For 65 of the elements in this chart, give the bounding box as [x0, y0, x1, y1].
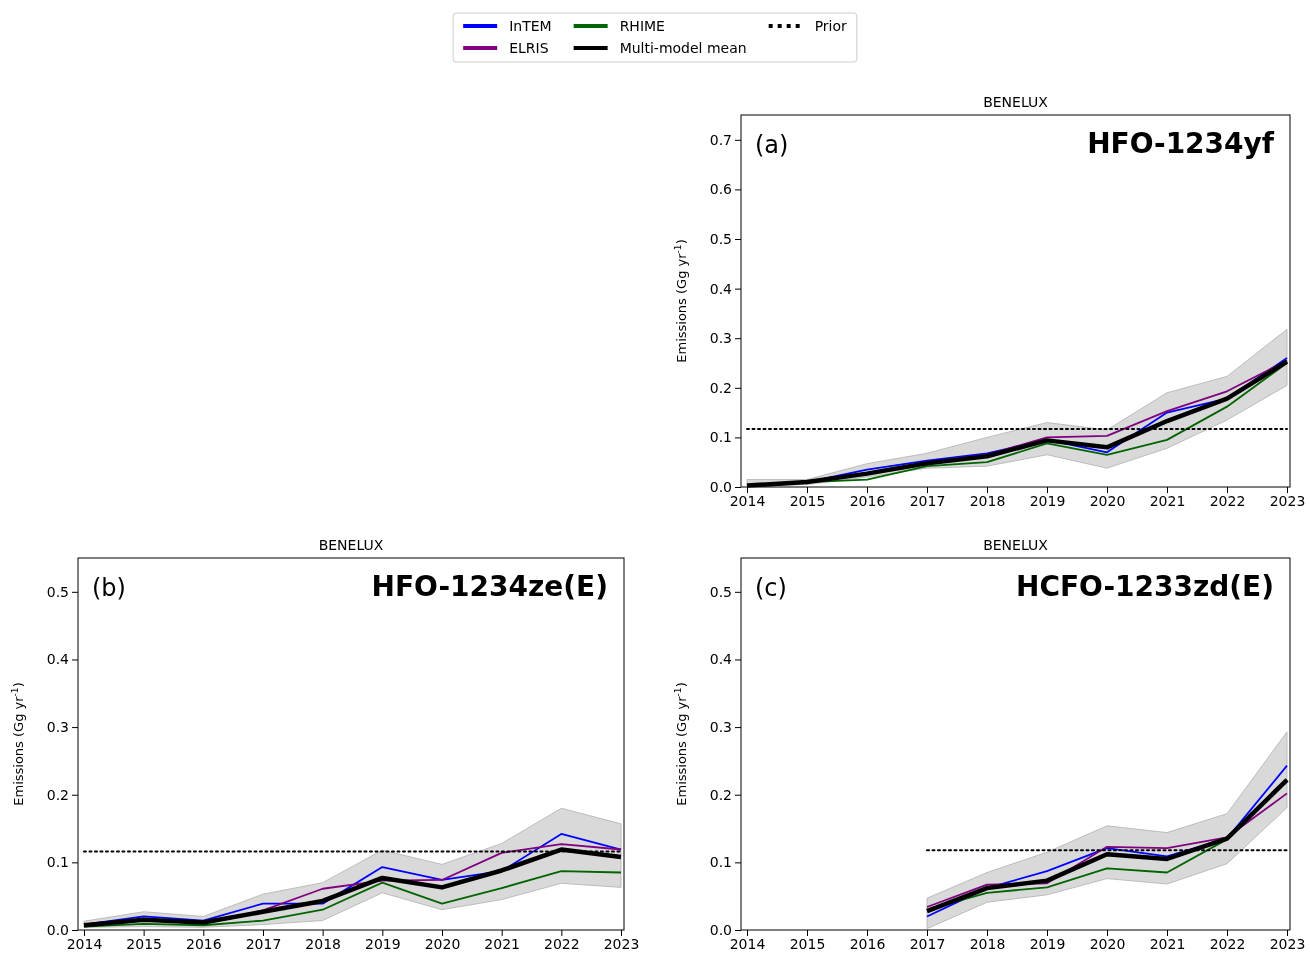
- x-tick-label: 2015: [789, 935, 826, 952]
- y-tick-label: 0.4: [46, 651, 70, 668]
- y-tick-label: 0.1: [709, 429, 732, 446]
- x-tick-label: 2023: [1269, 492, 1306, 509]
- x-tick-label: 2018: [305, 935, 341, 952]
- x-tick-label: 2017: [909, 492, 946, 509]
- y-tick-label: 0.3: [709, 719, 732, 736]
- x-tick-label: 2023: [603, 935, 640, 952]
- x-tick-label: 2021: [1149, 935, 1186, 952]
- y-tick-label: 0.6: [709, 181, 733, 198]
- y-tick-label: 0.2: [709, 786, 732, 803]
- x-tick-label: 2018: [969, 492, 1006, 509]
- x-tick-label: 2021: [484, 935, 520, 952]
- annotation: (a): [755, 131, 789, 159]
- x-tick-label: 2021: [1149, 492, 1186, 509]
- x-tick-label: 2016: [849, 492, 886, 509]
- legend-label: Multi-model mean: [619, 40, 747, 56]
- annotation: (b): [92, 574, 126, 602]
- x-tick-label: 2014: [729, 492, 766, 509]
- annotation: HFO-1234ze(E): [371, 570, 608, 603]
- x-tick-label: 2015: [126, 935, 162, 952]
- x-tick-label: 2014: [66, 935, 103, 952]
- y-tick-label: 0.4: [709, 280, 733, 297]
- y-tick-label: 0.3: [709, 330, 732, 347]
- annotation: HFO-1234yf: [1087, 127, 1275, 160]
- x-tick-label: 2017: [245, 935, 282, 952]
- y-tick-label: 0.2: [709, 379, 732, 396]
- x-tick-label: 2017: [909, 935, 946, 952]
- x-tick-label: 2022: [1209, 492, 1246, 509]
- annotation: HCFO-1233zd(E): [1015, 570, 1274, 603]
- y-tick-label: 0.7: [709, 131, 732, 148]
- y-tick-label: 0.5: [46, 583, 69, 600]
- chart-title: BENELUX: [983, 94, 1049, 110]
- x-tick-label: 2023: [1269, 935, 1306, 952]
- y-tick-label: 0.0: [709, 921, 732, 938]
- legend-label: InTEM: [509, 18, 552, 34]
- y-tick-label: 0.4: [709, 651, 733, 668]
- line-series: [81, 847, 624, 928]
- y-tick-label: 0.2: [46, 786, 69, 803]
- legend-label: Prior: [814, 18, 848, 34]
- x-tick-label: 2022: [544, 935, 580, 952]
- y-tick-label: 0.1: [46, 854, 69, 871]
- y-tick-label: 0.1: [709, 854, 732, 871]
- x-tick-label: 2020: [424, 935, 461, 952]
- y-tick-label: 0.5: [709, 583, 732, 600]
- x-tick-label: 2015: [789, 492, 826, 509]
- legend-label: ELRIS: [509, 40, 549, 56]
- chart-title: BENELUX: [983, 537, 1049, 553]
- x-tick-label: 2016: [185, 935, 222, 952]
- y-tick-label: 0.0: [709, 478, 732, 495]
- x-tick-label: 2018: [969, 935, 1006, 952]
- annotation: (c): [755, 574, 787, 602]
- legend-label: RHIME: [619, 18, 665, 34]
- x-tick-label: 2022: [1209, 935, 1246, 952]
- x-tick-label: 2016: [849, 935, 886, 952]
- y-tick-label: 0.0: [46, 921, 69, 938]
- y-tick-label: 0.3: [46, 719, 69, 736]
- x-tick-label: 2020: [1089, 935, 1126, 952]
- y-tick-label: 0.5: [709, 230, 732, 247]
- x-tick-label: 2019: [1029, 492, 1066, 509]
- chart-title: BENELUX: [318, 537, 384, 553]
- x-tick-label: 2019: [365, 935, 401, 952]
- x-tick-label: 2019: [1029, 935, 1066, 952]
- x-tick-label: 2020: [1089, 492, 1126, 509]
- x-tick-label: 2014: [729, 935, 766, 952]
